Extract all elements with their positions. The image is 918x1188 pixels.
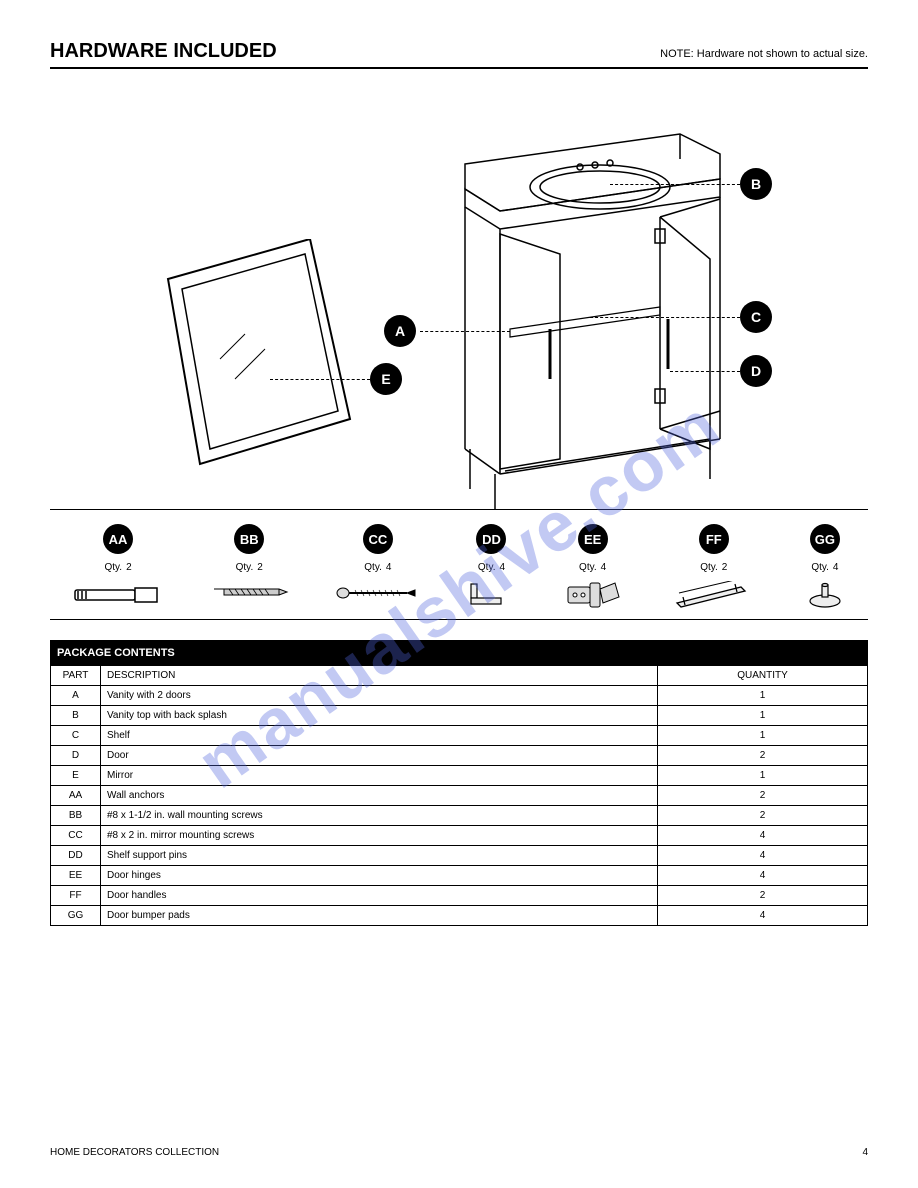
section-title: HARDWARE INCLUDED bbox=[50, 40, 277, 63]
table-row: DDShelf support pins4 bbox=[51, 846, 868, 866]
part-cc: CC Qty.4 bbox=[335, 524, 420, 609]
table-row: FFDoor handles2 bbox=[51, 886, 868, 906]
table-row: AAWall anchors2 bbox=[51, 786, 868, 806]
table-row: EEDoor hinges4 bbox=[51, 866, 868, 886]
anchor-icon bbox=[73, 581, 163, 609]
table-row: GGDoor bumper pads4 bbox=[51, 906, 868, 926]
table-row: BB#8 x 1-1/2 in. wall mounting screws2 bbox=[51, 806, 868, 826]
vanity-illustration bbox=[400, 129, 780, 529]
footer-page: 4 bbox=[862, 1147, 868, 1158]
leader-d bbox=[670, 371, 740, 372]
bumper-icon bbox=[805, 581, 845, 609]
part-code-aa: AA bbox=[103, 524, 133, 554]
hinge-icon bbox=[563, 581, 623, 609]
page-header: HARDWARE INCLUDED NOTE: Hardware not sho… bbox=[50, 40, 868, 69]
wallscrew-icon bbox=[209, 581, 289, 609]
table-row: AVanity with 2 doors1 bbox=[51, 686, 868, 706]
callout-e: E bbox=[370, 363, 402, 395]
part-code-gg: GG bbox=[810, 524, 840, 554]
handle-icon bbox=[669, 581, 759, 609]
table-row: CC#8 x 2 in. mirror mounting screws4 bbox=[51, 826, 868, 846]
part-code-cc: CC bbox=[363, 524, 393, 554]
leader-e bbox=[270, 379, 370, 380]
table-row: BVanity top with back splash1 bbox=[51, 706, 868, 726]
mirror-illustration bbox=[160, 239, 360, 469]
product-diagram: B C D A E bbox=[50, 99, 868, 499]
callout-d: D bbox=[740, 355, 772, 387]
page-footer: HOME DECORATORS COLLECTION 4 bbox=[50, 1147, 868, 1158]
callout-c: C bbox=[740, 301, 772, 333]
callout-b: B bbox=[740, 168, 772, 200]
callout-a: A bbox=[384, 315, 416, 347]
col-desc: DESCRIPTION bbox=[101, 666, 658, 686]
table-row: CShelf1 bbox=[51, 726, 868, 746]
part-aa: AA Qty.2 bbox=[73, 524, 163, 609]
col-part: PART bbox=[51, 666, 101, 686]
leader-c bbox=[590, 317, 740, 318]
part-ff: FF Qty.2 bbox=[669, 524, 759, 609]
part-dd: DD Qty.4 bbox=[466, 524, 516, 609]
col-qty: QUANTITY bbox=[658, 666, 868, 686]
footer-brand: HOME DECORATORS COLLECTION bbox=[50, 1147, 219, 1158]
part-gg: GG Qty.4 bbox=[805, 524, 845, 609]
shelfpin-icon bbox=[466, 581, 516, 609]
part-ee: EE Qty.4 bbox=[563, 524, 623, 609]
mirrorscrew-icon bbox=[335, 581, 420, 609]
table-title: PACKAGE CONTENTS bbox=[51, 641, 868, 666]
part-bb: BB Qty.2 bbox=[209, 524, 289, 609]
part-code-bb: BB bbox=[234, 524, 264, 554]
package-contents-table: PACKAGE CONTENTS PART DESCRIPTION QUANTI… bbox=[50, 640, 868, 926]
subtitle: NOTE: Hardware not shown to actual size. bbox=[660, 48, 868, 60]
leader-b bbox=[610, 184, 740, 185]
table-row: EMirror1 bbox=[51, 766, 868, 786]
leader-a bbox=[420, 331, 510, 332]
table-row: DDoor2 bbox=[51, 746, 868, 766]
